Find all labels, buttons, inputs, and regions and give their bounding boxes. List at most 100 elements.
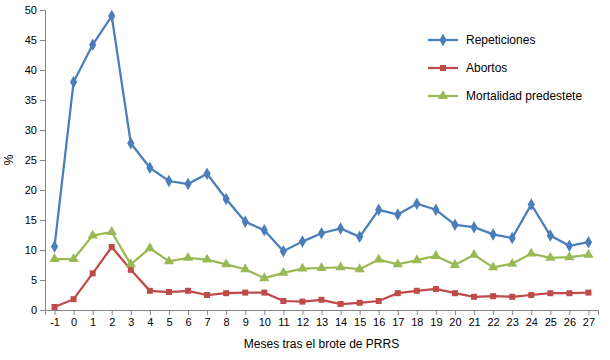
plot: 05101520253035404550-1012345678910111213… [25, 4, 599, 328]
legend-label: Abortos [466, 61, 507, 75]
x-axis: -101234567891011121314151617181920212223… [46, 310, 599, 328]
series-marker [564, 251, 574, 260]
x-tick-mark [283, 310, 284, 315]
x-tick-label: 8 [224, 316, 230, 328]
x-tick-label: 25 [545, 316, 557, 328]
series-marker [71, 296, 77, 302]
series-marker [107, 226, 117, 235]
y-tick-label: 15 [25, 214, 37, 226]
y-axis-title: % [2, 154, 16, 165]
y-axis: 05101520253035404550 [25, 4, 46, 316]
x-tick: 1 [90, 310, 96, 328]
series-marker [299, 235, 306, 247]
x-tick: 11 [278, 310, 289, 328]
series-marker [223, 193, 230, 205]
series-marker [280, 245, 287, 257]
series-marker [240, 263, 250, 272]
legend-marker [439, 34, 446, 46]
series-marker [280, 298, 286, 304]
x-tick: 24 [526, 310, 538, 328]
x-tick-mark [341, 310, 342, 315]
series-marker [221, 259, 231, 268]
series-marker [394, 208, 401, 220]
series-marker [528, 198, 535, 210]
x-tick-label: 14 [335, 316, 347, 328]
series-marker [376, 298, 382, 304]
x-tick: 26 [564, 310, 576, 328]
x-tick-label: 26 [564, 316, 576, 328]
x-tick: 9 [243, 310, 249, 328]
x-tick-label: 20 [449, 316, 461, 328]
series-marker [545, 252, 555, 261]
series-marker [89, 39, 96, 51]
x-tick-mark [150, 310, 151, 315]
y-tick-mark [40, 160, 45, 161]
series-marker [52, 304, 58, 310]
legend-marker [438, 90, 448, 99]
y-tick-mark [40, 220, 45, 221]
x-tick: 20 [449, 310, 461, 328]
x-tick-mark [207, 310, 208, 315]
legend-item: Abortos [428, 61, 507, 75]
series-marker [297, 263, 307, 272]
series-marker [70, 76, 77, 88]
y-tick-mark [40, 100, 45, 101]
y-tick-mark [40, 40, 45, 41]
x-tick-mark [131, 310, 132, 315]
x-tick-mark [93, 310, 94, 315]
x-tick-mark [436, 310, 437, 315]
series-marker [395, 290, 401, 296]
series-marker [413, 198, 420, 210]
x-tick: 22 [487, 310, 499, 328]
series-marker [338, 301, 344, 307]
y-tick: 20 [25, 184, 45, 196]
series-marker [299, 299, 305, 305]
x-tick-mark [188, 310, 189, 315]
series-marker [375, 204, 382, 216]
series-marker [109, 244, 115, 250]
x-tick: 10 [259, 310, 271, 328]
series-marker [261, 224, 268, 236]
series-marker [51, 240, 58, 252]
series-marker [451, 219, 458, 231]
series-marker [585, 236, 592, 248]
x-tick: 3 [128, 310, 134, 328]
x-tick-label: 17 [392, 316, 404, 328]
series-marker [412, 254, 422, 263]
x-tick-label: 0 [71, 316, 77, 328]
series-marker [469, 249, 479, 258]
x-tick: 23 [507, 310, 519, 328]
x-tick-label: 19 [430, 316, 442, 328]
series-marker [146, 162, 153, 174]
chart: 05101520253035404550-1012345678910111213… [0, 0, 610, 360]
x-tick: 6 [185, 310, 191, 328]
x-tick: 17 [392, 310, 404, 328]
y-tick-mark [40, 280, 45, 281]
series-marker [431, 250, 441, 259]
series-marker [126, 259, 136, 268]
x-tick-label: -1 [50, 316, 60, 328]
series-marker [165, 175, 172, 187]
x-tick-label: 16 [373, 316, 385, 328]
y-tick-label: 5 [31, 274, 37, 286]
series-marker [450, 259, 460, 268]
legend-marker [440, 65, 446, 71]
x-tick-mark [398, 310, 399, 315]
y-tick-label: 45 [25, 34, 37, 46]
y-axis-line [40, 11, 46, 311]
x-tick-label: 22 [487, 316, 499, 328]
series-marker [166, 289, 172, 295]
series-marker [393, 259, 403, 268]
x-tick-mark [531, 310, 532, 315]
x-tick: 21 [468, 310, 480, 328]
series-marker [526, 248, 536, 257]
x-tick-label: 27 [583, 316, 595, 328]
x-tick-mark [322, 310, 323, 315]
series-marker [490, 293, 496, 299]
y-tick-label: 35 [25, 94, 37, 106]
y-tick-mark [40, 70, 45, 71]
y-tick-label: 50 [25, 4, 37, 16]
x-tick: 4 [147, 310, 153, 328]
x-tick-mark [226, 310, 227, 315]
y-tick: 30 [25, 124, 45, 136]
